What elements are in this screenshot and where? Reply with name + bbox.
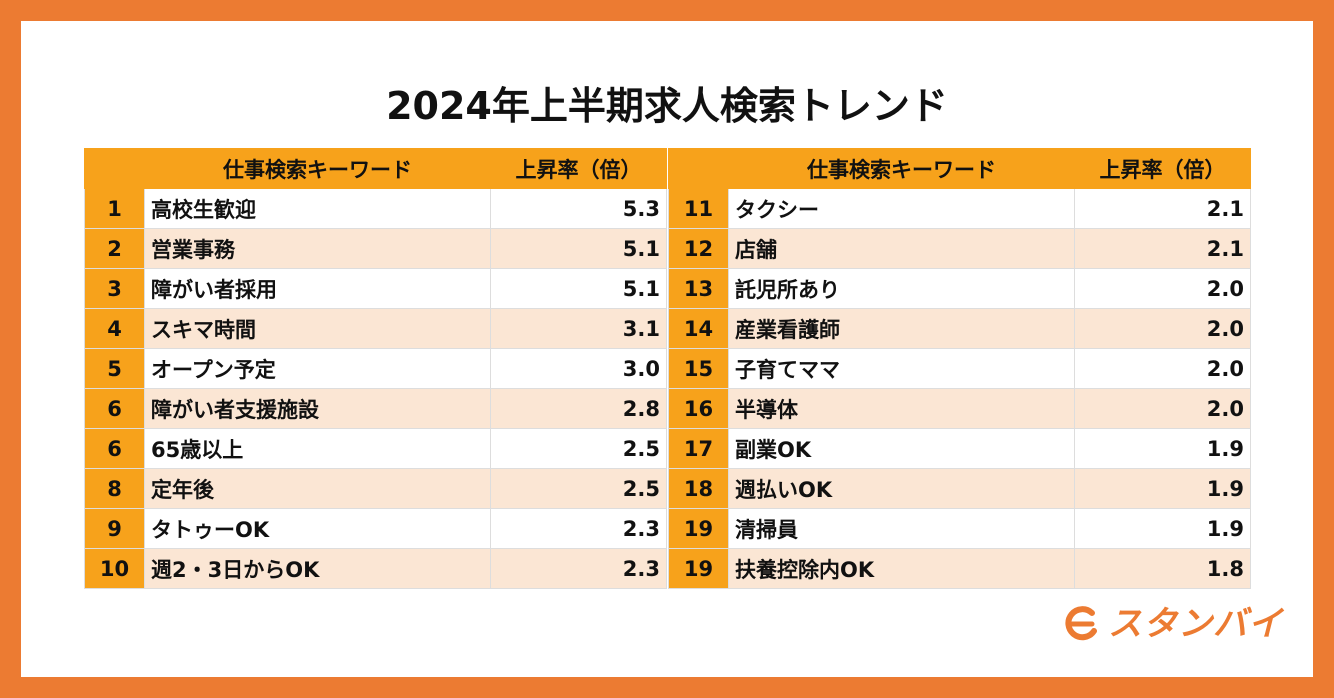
rank-cell: 5	[84, 348, 145, 389]
rank-cell: 18	[668, 468, 729, 509]
rank-cell: 6	[84, 388, 145, 429]
table-row: 1 高校生歓迎 5.3	[84, 188, 667, 229]
table-row: 8 定年後 2.5	[84, 468, 667, 509]
rate-cell: 2.0	[1074, 268, 1251, 309]
rate-cell: 1.8	[1074, 548, 1251, 589]
rank-cell: 14	[668, 308, 729, 349]
rate-cell: 3.1	[490, 308, 667, 349]
ranking-table-right: 仕事検索キーワード 上昇率（倍） 11 タクシー 2.1 12 店舗 2.1 13 託児所あり…	[668, 148, 1251, 589]
rank-cell: 17	[668, 428, 729, 469]
rank-cell: 2	[84, 228, 145, 269]
keyword-cell: オープン予定	[144, 348, 491, 389]
keyword-cell: 扶養控除内OK	[728, 548, 1075, 589]
rate-cell: 2.5	[490, 428, 667, 469]
header-rate: 上昇率（倍）	[490, 148, 667, 189]
rate-cell: 1.9	[1074, 508, 1251, 549]
rate-cell: 2.0	[1074, 308, 1251, 349]
rank-cell: 19	[668, 508, 729, 549]
rate-cell: 1.9	[1074, 428, 1251, 469]
table-row: 13 託児所あり 2.0	[668, 268, 1251, 309]
header-rank	[668, 148, 729, 189]
rank-cell: 4	[84, 308, 145, 349]
table-row: 12 店舗 2.1	[668, 228, 1251, 269]
table-row: 9 タトゥーOK 2.3	[84, 508, 667, 549]
rate-cell: 2.8	[490, 388, 667, 429]
table-row: 18 週払いOK 1.9	[668, 468, 1251, 509]
keyword-cell: 高校生歓迎	[144, 188, 491, 229]
rate-cell: 2.3	[490, 508, 667, 549]
keyword-cell: 障がい者支援施設	[144, 388, 491, 429]
table-row: 14 産業看護師 2.0	[668, 308, 1251, 349]
table-row: 15 子育てママ 2.0	[668, 348, 1251, 389]
rank-cell: 11	[668, 188, 729, 229]
keyword-cell: 清掃員	[728, 508, 1075, 549]
rate-cell: 2.3	[490, 548, 667, 589]
stanby-logo: スタンバイ	[1062, 604, 1283, 644]
keyword-cell: 週払いOK	[728, 468, 1075, 509]
keyword-cell: 65歳以上	[144, 428, 491, 469]
rate-cell: 5.3	[490, 188, 667, 229]
ranking-table-left: 仕事検索キーワード 上昇率（倍） 1 高校生歓迎 5.3 2 営業事務 5.1 3 障がい者採…	[84, 148, 667, 589]
keyword-cell: 障がい者採用	[144, 268, 491, 309]
table-row: 3 障がい者採用 5.1	[84, 268, 667, 309]
rank-cell: 1	[84, 188, 145, 229]
table-header-row: 仕事検索キーワード 上昇率（倍）	[84, 148, 667, 189]
table-row: 11 タクシー 2.1	[668, 188, 1251, 229]
stanby-logo-icon	[1065, 606, 1097, 641]
table-row: 16 半導体 2.0	[668, 388, 1251, 429]
rate-cell: 5.1	[490, 228, 667, 269]
keyword-cell: 産業看護師	[728, 308, 1075, 349]
keyword-cell: 店舗	[728, 228, 1075, 269]
table-row: 10 週2・3日からOK 2.3	[84, 548, 667, 589]
rate-cell: 2.0	[1074, 388, 1251, 429]
keyword-cell: 営業事務	[144, 228, 491, 269]
rank-cell: 9	[84, 508, 145, 549]
table-row: 4 スキマ時間 3.1	[84, 308, 667, 349]
keyword-cell: 子育てママ	[728, 348, 1075, 389]
rank-cell: 6	[84, 428, 145, 469]
table-row: 6 障がい者支援施設 2.8	[84, 388, 667, 429]
page-title: 2024年上半期求人検索トレンド	[386, 84, 948, 128]
rank-cell: 10	[84, 548, 145, 589]
table-row: 6 65歳以上 2.5	[84, 428, 667, 469]
keyword-cell: タトゥーOK	[144, 508, 491, 549]
table-header-row: 仕事検索キーワード 上昇率（倍）	[668, 148, 1251, 189]
table-row: 19 清掃員 1.9	[668, 508, 1251, 549]
keyword-cell: 定年後	[144, 468, 491, 509]
rate-cell: 2.5	[490, 468, 667, 509]
keyword-cell: タクシー	[728, 188, 1075, 229]
rate-cell: 1.9	[1074, 468, 1251, 509]
table-row: 2 営業事務 5.1	[84, 228, 667, 269]
header-rate: 上昇率（倍）	[1074, 148, 1251, 189]
keyword-cell: 託児所あり	[728, 268, 1075, 309]
keyword-cell: スキマ時間	[144, 308, 491, 349]
header-rank	[84, 148, 145, 189]
rank-cell: 16	[668, 388, 729, 429]
table-row: 17 副業OK 1.9	[668, 428, 1251, 469]
table-row: 5 オープン予定 3.0	[84, 348, 667, 389]
rate-cell: 2.1	[1074, 188, 1251, 229]
rank-cell: 12	[668, 228, 729, 269]
rate-cell: 2.0	[1074, 348, 1251, 389]
rank-cell: 15	[668, 348, 729, 389]
rate-cell: 5.1	[490, 268, 667, 309]
keyword-cell: 半導体	[728, 388, 1075, 429]
header-keyword: 仕事検索キーワード	[144, 148, 491, 189]
rank-cell: 3	[84, 268, 145, 309]
keyword-cell: 週2・3日からOK	[144, 548, 491, 589]
rate-cell: 2.1	[1074, 228, 1251, 269]
rank-cell: 8	[84, 468, 145, 509]
logo-text: スタンバイ	[1108, 604, 1283, 644]
keyword-cell: 副業OK	[728, 428, 1075, 469]
rank-cell: 13	[668, 268, 729, 309]
header-keyword: 仕事検索キーワード	[728, 148, 1075, 189]
table-row: 19 扶養控除内OK 1.8	[668, 548, 1251, 589]
rate-cell: 3.0	[490, 348, 667, 389]
rank-cell: 19	[668, 548, 729, 589]
